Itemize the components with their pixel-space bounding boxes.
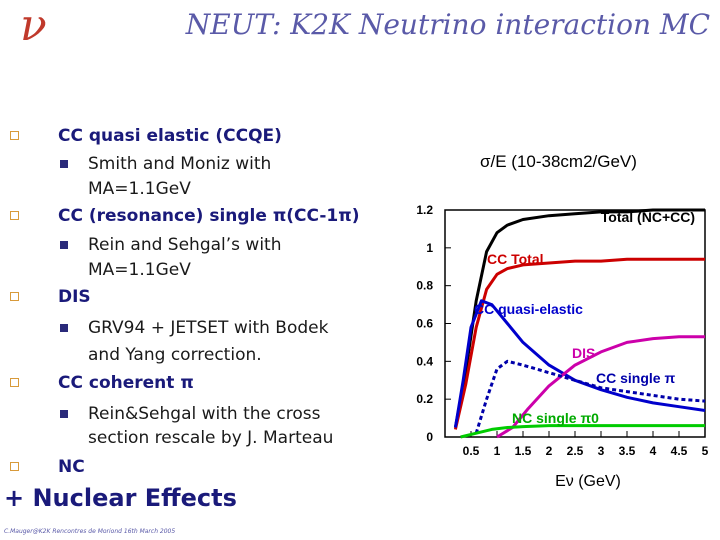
- square-bullet-icon: [60, 324, 68, 332]
- y-tick-label: 0.6: [416, 317, 433, 331]
- subbullet-line: and Yang correction.: [88, 345, 262, 365]
- x-axis-title: Eν (GeV): [555, 473, 621, 490]
- subbullet-line: Rein&Sehgal with the cross: [88, 404, 321, 424]
- x-tick-label: 4: [650, 444, 657, 458]
- series-line-1: [453, 257, 705, 430]
- bullet-box-icon: [10, 462, 19, 471]
- y-tick-label: 1.2: [416, 203, 433, 217]
- x-tick-label: 3: [598, 444, 605, 458]
- slide-title: NEUT: K2K Neutrino interaction MC: [185, 8, 710, 41]
- square-bullet-icon: [60, 410, 68, 418]
- bullet-text: CC coherent π: [58, 373, 194, 393]
- bullet-text: DIS: [58, 287, 91, 307]
- x-tick-label: 2.5: [567, 444, 584, 458]
- bullet-box-icon: [10, 292, 19, 301]
- series-line-0: [453, 208, 705, 428]
- y-tick-label: 0.8: [416, 279, 433, 293]
- x-tick-label: 3.5: [619, 444, 636, 458]
- x-tick-label: 0.5: [463, 444, 480, 458]
- series-annotation: DIS: [572, 345, 595, 361]
- y-tick-label: 0.2: [416, 392, 433, 406]
- x-tick-label: 4.5: [671, 444, 688, 458]
- subbullet-line: Smith and Moniz with: [88, 154, 272, 174]
- x-tick-label: 5: [702, 444, 709, 458]
- series-annotation: NC single π0: [512, 410, 599, 426]
- bullet-text: NC: [58, 457, 85, 477]
- x-tick-label: 1: [494, 444, 501, 458]
- subbullet-line: MA=1.1GeV: [88, 260, 191, 280]
- x-tick-label: 2: [546, 444, 553, 458]
- bullet-box-icon: [10, 378, 19, 387]
- subbullet-line: section rescale by J. Marteau: [88, 428, 334, 448]
- subbullet-line: MA=1.1GeV: [88, 179, 191, 199]
- series-annotation: Total (NC+CC): [601, 209, 695, 225]
- subbullet-line: GRV94 + JETSET with Bodek: [88, 318, 329, 338]
- bullet-text: CC quasi elastic (CCQE): [58, 126, 282, 146]
- series-line-2: [453, 299, 706, 428]
- nuclear-effects-heading: + Nuclear Effects: [4, 484, 237, 512]
- series-line-5: [460, 424, 705, 439]
- y-axis-title: σ/E (10-38cm2/GeV): [480, 152, 637, 171]
- square-bullet-icon: [60, 241, 68, 249]
- x-tick-label: 1.5: [515, 444, 532, 458]
- subbullet-line: Rein and Sehgal’s with: [88, 235, 282, 255]
- series-line-4: [474, 359, 706, 434]
- y-tick-label: 1: [426, 241, 433, 255]
- series-annotation: CC Total: [487, 251, 544, 267]
- y-tick-label: 0.4: [416, 354, 433, 368]
- y-tick-label: 0: [426, 430, 433, 444]
- series-annotation: CC single π: [596, 370, 675, 386]
- bullet-box-icon: [10, 131, 19, 140]
- series-line-3: [496, 335, 705, 439]
- bullet-text: CC (resonance) single π(CC-1π): [58, 206, 360, 226]
- bullet-box-icon: [10, 211, 19, 220]
- series-annotation: CC quasi-elastic: [474, 301, 583, 317]
- footer-credit: C.Mauger@K2K Rencontres de Moriond 16th …: [4, 528, 176, 535]
- square-bullet-icon: [60, 160, 68, 168]
- logo-nu: ν: [20, 0, 47, 51]
